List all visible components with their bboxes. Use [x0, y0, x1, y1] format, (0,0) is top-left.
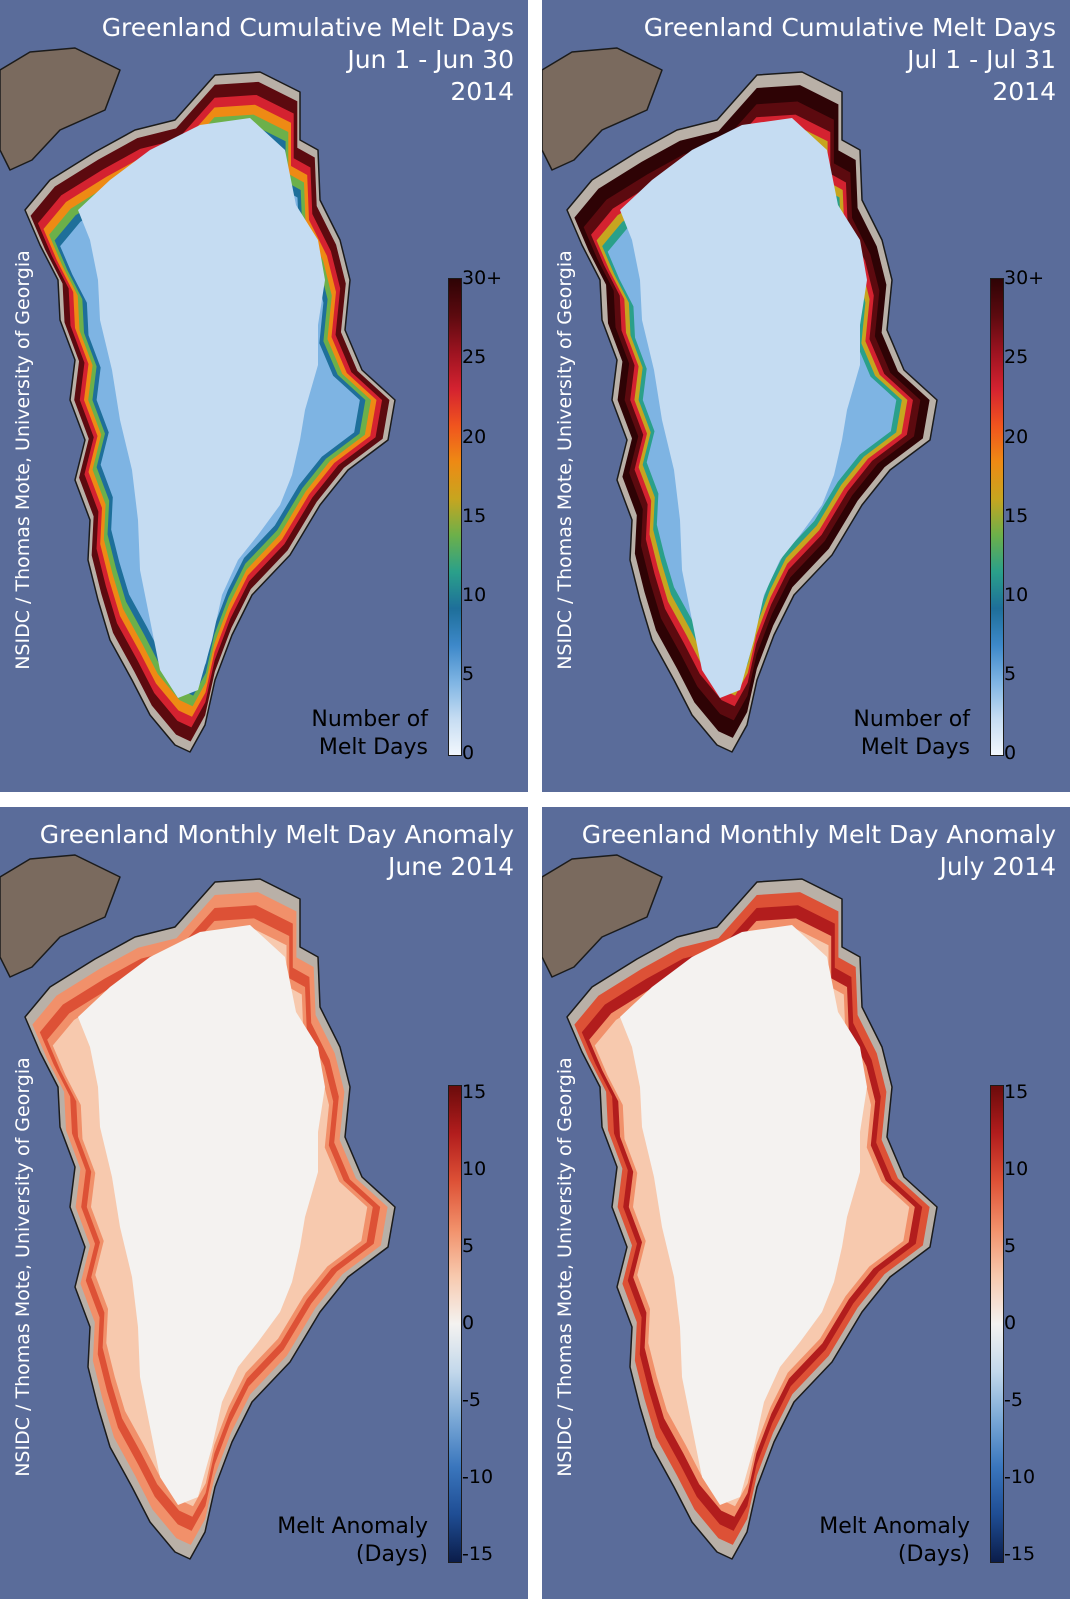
panel-title: Greenland Monthly Melt Day Anomaly July …: [582, 819, 1056, 883]
map-panel-july-cumulative: Greenland Cumulative Melt Days Jul 1 - J…: [542, 0, 1070, 792]
title-line-1: Greenland Monthly Melt Day Anomaly: [39, 820, 514, 849]
colorbar-tick-label: -10: [1004, 1466, 1036, 1488]
title-line-3: 2014: [992, 77, 1056, 106]
title-line-2: Jul 1 - Jul 31: [907, 45, 1056, 74]
colorbar-tick-label: 15: [1004, 1081, 1029, 1103]
colorbar-tick-label: 25: [1004, 346, 1029, 368]
colorbar-tick-label: 30+: [1004, 267, 1045, 289]
legend-line-2: Melt Days: [860, 735, 970, 760]
credit-text: NSIDC / Thomas Mote, University of Georg…: [554, 250, 576, 670]
ice-sheet-interior: [78, 925, 325, 1505]
colorbar-tick-label: 10: [1004, 584, 1029, 606]
ellesmere-island: [542, 47, 663, 171]
colorbar-tick-label: 20: [1004, 426, 1029, 448]
melt-pixel-layer: [574, 892, 930, 1545]
legend-line-2: (Days): [355, 1542, 428, 1567]
title-line-2: June 2014: [387, 852, 514, 881]
legend-line-1: Melt Anomaly: [277, 1514, 428, 1539]
greenland-map: [0, 807, 528, 1599]
colorbar-tick-label: 25: [462, 346, 487, 368]
colorbar-tick-label: 15: [462, 505, 487, 527]
colorbar-tick-label: 10: [1004, 1158, 1029, 1180]
colorbar-tick-label: 0: [462, 1312, 475, 1334]
melt-pixel-layer: [32, 892, 388, 1545]
colorbar: [990, 1085, 1004, 1563]
ice-sheet-interior: [620, 925, 867, 1505]
legend-line-1: Number of: [853, 707, 970, 732]
panel-title: Greenland Monthly Melt Day Anomaly June …: [40, 819, 514, 883]
legend-line-2: Melt Days: [318, 735, 428, 760]
ellesmere-island: [0, 854, 121, 978]
colorbar-tick-label: 0: [1004, 742, 1017, 764]
title-line-2: Jun 1 - Jun 30: [347, 45, 514, 74]
legend-title: Number of Melt Days: [311, 706, 428, 762]
panel-title: Greenland Cumulative Melt Days Jun 1 - J…: [102, 12, 514, 108]
legend-title: Melt Anomaly (Days): [819, 1513, 970, 1569]
colorbar: [448, 1085, 462, 1563]
greenland-map: [542, 807, 1070, 1599]
colorbar-tick-label: 0: [462, 742, 475, 764]
melt-pixel-layer: [30, 81, 390, 742]
panel-title: Greenland Cumulative Melt Days Jul 1 - J…: [644, 12, 1056, 108]
title-line-2: July 2014: [939, 852, 1056, 881]
colorbar: [990, 278, 1004, 756]
colorbar-tick-label: -5: [1004, 1389, 1023, 1411]
melt-pixel-layer: [574, 85, 930, 738]
credit-text: NSIDC / Thomas Mote, University of Georg…: [554, 1057, 576, 1477]
colorbar-tick-label: 20: [462, 426, 487, 448]
title-line-3: 2014: [450, 77, 514, 106]
ellesmere-island: [542, 854, 663, 978]
colorbar-tick-label: 0: [1004, 1312, 1017, 1334]
colorbar-tick-label: 15: [462, 1081, 487, 1103]
map-panel-july-anomaly: Greenland Monthly Melt Day Anomaly July …: [542, 807, 1070, 1599]
map-panel-june-cumulative: Greenland Cumulative Melt Days Jun 1 - J…: [0, 0, 528, 792]
legend-title: Melt Anomaly (Days): [277, 1513, 428, 1569]
legend-line-1: Melt Anomaly: [819, 1514, 970, 1539]
colorbar-tick-label: 5: [462, 663, 475, 685]
title-line-1: Greenland Monthly Melt Day Anomaly: [581, 820, 1056, 849]
legend-line-1: Number of: [311, 707, 428, 732]
colorbar-tick-label: 15: [1004, 505, 1029, 527]
legend-line-2: (Days): [897, 1542, 970, 1567]
map-panel-june-anomaly: Greenland Monthly Melt Day Anomaly June …: [0, 807, 528, 1599]
credit-text: NSIDC / Thomas Mote, University of Georg…: [12, 1057, 34, 1477]
ice-sheet-interior: [78, 118, 325, 698]
colorbar-tick-label: 30+: [462, 267, 503, 289]
colorbar-tick-label: -15: [1004, 1543, 1036, 1565]
colorbar-tick-label: 5: [1004, 663, 1017, 685]
colorbar-tick-label: 5: [462, 1235, 475, 1257]
ice-sheet-interior: [620, 118, 867, 698]
title-line-1: Greenland Cumulative Melt Days: [101, 13, 514, 42]
legend-title: Number of Melt Days: [853, 706, 970, 762]
title-line-1: Greenland Cumulative Melt Days: [643, 13, 1056, 42]
colorbar-tick-label: 5: [1004, 1235, 1017, 1257]
ellesmere-island: [0, 47, 121, 171]
credit-text: NSIDC / Thomas Mote, University of Georg…: [12, 250, 34, 670]
greenland-map: [542, 0, 1070, 792]
colorbar-tick-label: -5: [462, 1389, 481, 1411]
greenland-map: [0, 0, 528, 792]
colorbar: [448, 278, 462, 756]
colorbar-tick-label: 10: [462, 584, 487, 606]
colorbar-tick-label: -15: [462, 1543, 494, 1565]
colorbar-tick-label: 10: [462, 1158, 487, 1180]
colorbar-tick-label: -10: [462, 1466, 494, 1488]
